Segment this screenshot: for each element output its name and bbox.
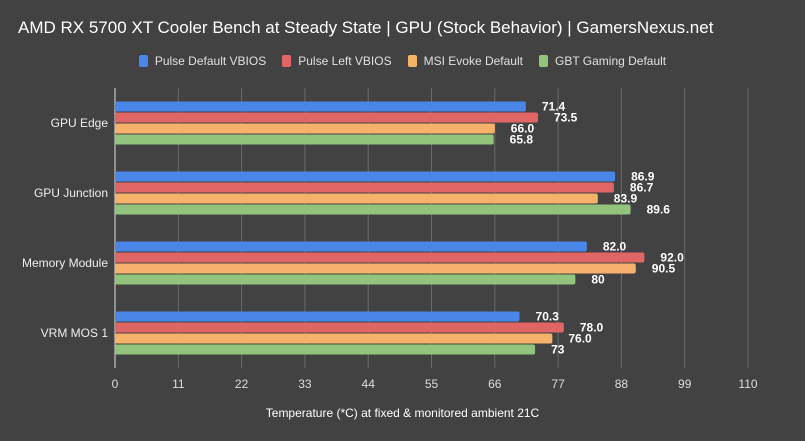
x-tick-label: 88	[615, 377, 629, 391]
category-label: GPU Junction	[34, 186, 108, 200]
x-tick-label: 44	[362, 377, 376, 391]
category-label: GPU Edge	[51, 116, 109, 130]
x-tick-label: 110	[738, 377, 757, 391]
bar	[115, 171, 616, 182]
x-tick-label: 11	[172, 377, 185, 391]
legend-label: MSI Evoke Default	[423, 54, 523, 68]
category-label: Memory Module	[22, 256, 108, 270]
data-label: 66.0	[511, 122, 535, 136]
x-tick-label: 77	[551, 377, 565, 391]
chart-title: AMD RX 5700 XT Cooler Bench at Steady St…	[18, 18, 714, 37]
bar	[115, 193, 598, 204]
legend-item[interactable]: Pulse Left VBIOS	[282, 54, 392, 68]
data-label: 86.9	[631, 170, 655, 184]
data-label: 83.9	[614, 192, 638, 206]
data-label: 78.0	[580, 321, 604, 335]
x-tick-label: 66	[488, 377, 502, 391]
data-label: 76.0	[568, 332, 592, 346]
bar	[115, 112, 538, 123]
bar	[115, 101, 526, 112]
bar	[115, 322, 564, 333]
legend-swatch	[282, 55, 292, 67]
legend-item[interactable]: GBT Gaming Default	[538, 54, 667, 68]
legend: Pulse Default VBIOS Pulse Left VBIOS MSI E…	[0, 54, 805, 68]
data-label: 65.8	[510, 133, 534, 147]
bar	[115, 123, 495, 134]
bar	[115, 252, 645, 263]
x-tick-label: 22	[235, 377, 249, 391]
x-tick-label: 55	[425, 377, 439, 391]
legend-swatch	[407, 55, 417, 67]
legend-label: Pulse Left VBIOS	[298, 54, 392, 68]
data-label: 82.0	[603, 240, 627, 254]
data-label: 89.6	[647, 203, 671, 217]
x-tick-label: 33	[298, 377, 312, 391]
data-label: 73.5	[554, 111, 578, 125]
legend-swatch	[538, 55, 548, 67]
legend-swatch	[138, 55, 148, 67]
data-label: 73	[551, 343, 565, 357]
legend-label: Pulse Default VBIOS	[154, 54, 267, 68]
x-axis-label: Temperature (*C) at fixed & monitored am…	[265, 406, 540, 420]
bar	[115, 333, 553, 344]
data-label: 80	[591, 273, 605, 287]
bar	[115, 134, 494, 145]
legend-item[interactable]: Pulse Default VBIOS	[138, 54, 267, 68]
bar	[115, 204, 631, 215]
x-tick-label: 99	[678, 377, 692, 391]
bar	[115, 263, 636, 274]
category-label: VRM MOS 1	[41, 326, 109, 340]
data-label: 71.4	[542, 100, 566, 114]
data-label: 86.7	[630, 181, 654, 195]
data-label: 90.5	[652, 262, 676, 276]
data-label: 70.3	[536, 310, 560, 324]
x-tick-label: 0	[112, 377, 119, 391]
legend-label: GBT Gaming Default	[554, 54, 667, 68]
bar	[115, 182, 614, 193]
bar	[115, 344, 536, 355]
data-label: 92.0	[660, 251, 684, 265]
bar	[115, 274, 576, 285]
legend-item[interactable]: MSI Evoke Default	[407, 54, 523, 68]
bar	[115, 311, 520, 322]
bar	[115, 241, 587, 252]
